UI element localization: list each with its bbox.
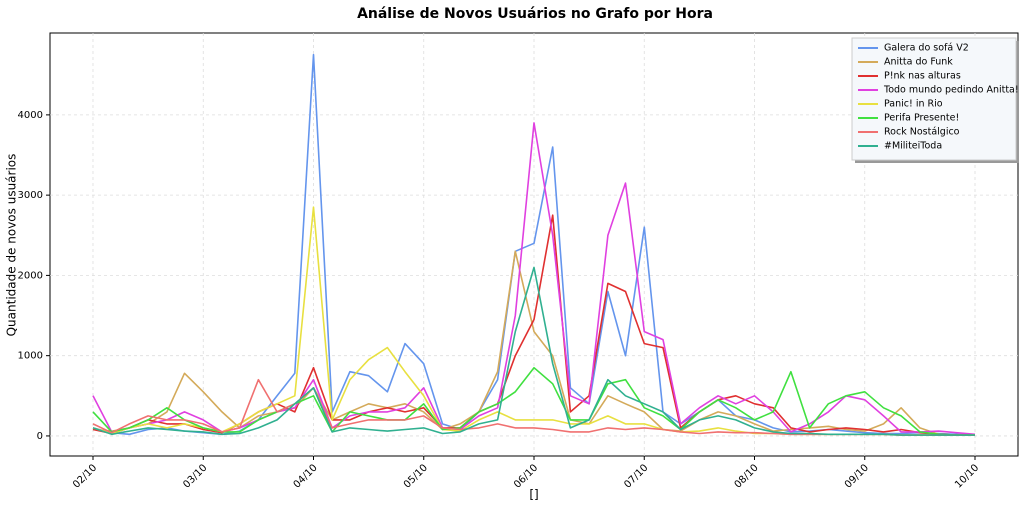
series-line — [92, 214, 975, 436]
x-axis-label: [] — [529, 488, 538, 502]
y-tick-label: 2000 — [18, 270, 43, 281]
x-tick-label: 09/10 — [843, 462, 871, 490]
y-tick-label: 0 — [37, 431, 43, 442]
x-tick-label: 04/10 — [292, 462, 320, 490]
y-tick-label: 1000 — [18, 351, 43, 362]
legend-label: Panic! in Rio — [884, 99, 943, 110]
legend-label: Todo mundo pedindo Anitta! — [883, 85, 1019, 96]
x-tick-label: 08/10 — [733, 462, 761, 490]
series-line — [92, 366, 975, 436]
y-tick-label: 4000 — [18, 110, 43, 121]
legend-label: Anitta do Funk — [884, 57, 953, 68]
legend: Galera do sofá V2 Anitta do Funk P!nk nas … — [851, 37, 1019, 163]
x-tick-label: 03/10 — [181, 462, 209, 490]
x-tick-label: 06/10 — [512, 462, 540, 490]
x-tick-label: 02/10 — [71, 462, 99, 490]
legend-label: P!nk nas alturas — [884, 71, 961, 82]
x-tick-label: 10/10 — [953, 462, 981, 490]
legend-label: #MilitеiToda — [884, 141, 942, 152]
y-tick-label: 3000 — [18, 190, 43, 201]
legend-label: Perifa Presente! — [884, 113, 959, 124]
legend-label: Rock Nostálgico — [884, 127, 960, 138]
x-tick-label: 07/10 — [622, 462, 650, 490]
x-tick-label: 05/10 — [402, 462, 430, 490]
legend-box — [851, 37, 1017, 161]
legend-label: Galera do sofá V2 — [884, 43, 969, 54]
y-axis-label: Quantidade de novos usuários — [5, 154, 19, 337]
chart-title: Análise de Novos Usuários no Grafo por H… — [357, 6, 713, 22]
series-line — [92, 266, 975, 436]
